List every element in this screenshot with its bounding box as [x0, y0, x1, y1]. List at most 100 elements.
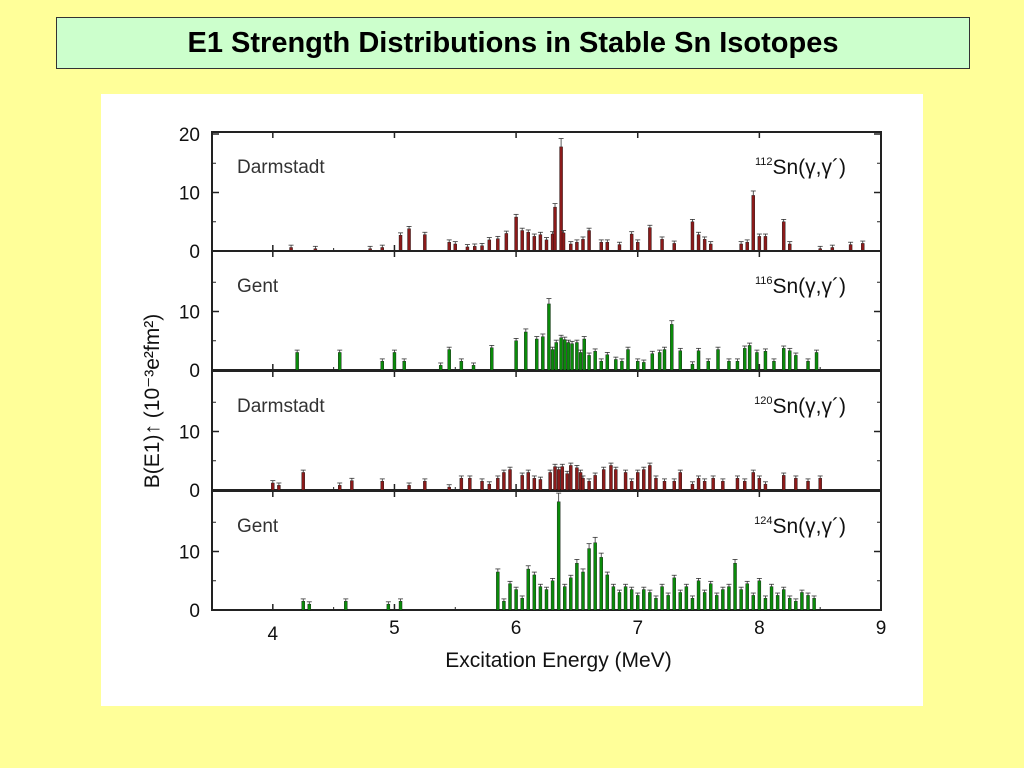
bar — [338, 485, 342, 491]
bar — [735, 361, 740, 371]
bar — [743, 348, 747, 371]
bar — [648, 592, 652, 611]
bar — [642, 362, 646, 371]
y-tick-label: 0 — [189, 481, 200, 502]
bar — [690, 221, 695, 252]
bar — [338, 352, 342, 371]
bar — [755, 352, 759, 371]
bar — [599, 557, 603, 611]
x-tick-label: 6 — [511, 618, 522, 639]
bar — [581, 239, 585, 252]
bar — [508, 469, 512, 491]
bar — [800, 592, 804, 611]
bar — [508, 583, 512, 611]
bar — [581, 478, 585, 491]
bar — [763, 483, 768, 491]
bar — [672, 481, 676, 491]
bar — [480, 481, 484, 491]
bar — [662, 349, 667, 371]
bar — [648, 227, 652, 252]
bar — [344, 601, 348, 611]
bar — [599, 242, 603, 252]
bar — [601, 469, 606, 491]
bar — [453, 243, 457, 252]
bar — [660, 586, 664, 611]
bar — [696, 234, 701, 252]
panel-124: 10 0 Gent 124Sn(γ,γ´) — [179, 490, 882, 622]
bar — [575, 242, 579, 252]
bar — [504, 233, 509, 252]
bar — [569, 243, 573, 252]
isotope-label: 124Sn(γ,γ´) — [754, 515, 846, 538]
bar — [751, 595, 755, 611]
bar — [629, 481, 634, 491]
bar — [733, 563, 737, 611]
x-tick-label: 8 — [754, 618, 765, 639]
bar — [745, 242, 749, 252]
bar — [423, 234, 427, 252]
bar — [570, 343, 574, 371]
bar — [380, 361, 384, 371]
bar — [581, 571, 585, 611]
bar — [696, 350, 701, 371]
bar — [538, 234, 543, 252]
bar — [678, 592, 682, 611]
bar — [438, 365, 443, 371]
bar — [538, 479, 543, 491]
bar — [556, 501, 561, 611]
bar — [554, 342, 558, 371]
bar — [553, 466, 557, 491]
bar — [550, 349, 555, 371]
bar — [295, 352, 299, 371]
bar — [727, 586, 731, 611]
bar — [307, 603, 312, 611]
bar — [690, 598, 695, 611]
chart-figure: 20 10 0 Darmstadt 112Sn(γ,γ´) 10 0 Gent 116Sn(γ,… — [101, 94, 923, 706]
bar — [487, 239, 492, 252]
bar — [487, 483, 492, 491]
bar — [496, 478, 500, 491]
x-axis-label: Excitation Energy (MeV) — [445, 649, 671, 672]
bar — [751, 472, 755, 491]
bar — [772, 361, 776, 371]
bar — [861, 243, 865, 252]
panel-frame — [211, 250, 882, 371]
bar — [532, 574, 537, 611]
bar — [757, 580, 762, 611]
bar — [670, 324, 674, 371]
bar — [502, 601, 506, 611]
bar — [662, 481, 667, 491]
bar — [739, 243, 743, 252]
bar — [709, 583, 713, 611]
bar — [496, 571, 500, 611]
bar — [715, 595, 719, 611]
bar — [721, 589, 725, 611]
slide-title: E1 Strength Distributions in Stable Sn I… — [187, 26, 839, 59]
bar — [593, 351, 597, 371]
e1-strength-chart: 20 10 0 Darmstadt 112Sn(γ,γ´) 10 0 Gent 116Sn(γ,… — [141, 125, 886, 672]
bar — [788, 350, 792, 371]
bar — [520, 230, 524, 252]
bar — [672, 243, 676, 252]
bar — [757, 478, 762, 491]
bar — [814, 352, 819, 371]
bar — [544, 239, 549, 252]
panel-116: 10 0 Gent 116Sn(γ,γ´) — [179, 250, 882, 382]
bar — [447, 349, 451, 371]
panel-120: 10 0 Darmstadt 120Sn(γ,γ´) — [179, 370, 882, 502]
x-tick-label: 4 — [268, 624, 279, 645]
bar — [696, 478, 701, 491]
bar — [626, 349, 630, 371]
bar — [605, 354, 610, 371]
bar — [587, 548, 591, 611]
bar — [636, 472, 640, 491]
bar — [794, 601, 798, 611]
bar — [520, 598, 524, 611]
bar — [794, 355, 798, 371]
bar — [563, 339, 567, 371]
bar — [593, 475, 597, 491]
bar — [788, 598, 792, 611]
panel-frame — [211, 370, 882, 491]
lab-label: Gent — [237, 276, 279, 297]
bar — [538, 586, 543, 611]
